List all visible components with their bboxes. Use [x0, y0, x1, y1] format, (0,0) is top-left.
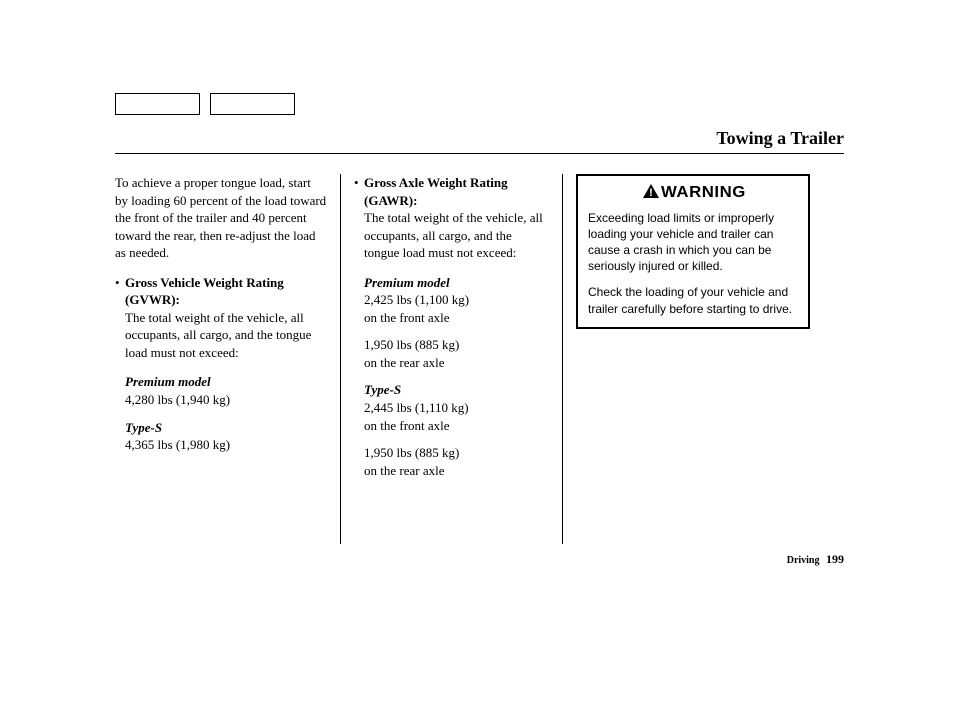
bullet-icon: •	[115, 274, 125, 454]
gvwr-heading: Gross Vehicle Weight Rating (GVWR):	[125, 274, 327, 309]
warning-header: ! WARNING	[588, 182, 798, 204]
tongue-load-intro: To achieve a proper tongue load, start b…	[115, 174, 327, 262]
footer-page-number: 199	[826, 552, 844, 566]
gawr-types-front: 2,445 lbs (1,110 kg)	[364, 399, 549, 417]
gawr-types-rear-axle: on the rear axle	[364, 462, 549, 480]
gawr-heading: Gross Axle Weight Rating (GAWR):	[364, 174, 549, 209]
gvwr-premium-label: Premium model	[125, 373, 327, 391]
gvwr-types-value: 4,365 lbs (1,980 kg)	[125, 436, 327, 454]
page-title: Towing a Trailer	[716, 128, 844, 148]
svg-text:!: !	[649, 187, 653, 198]
gawr-types-label: Type-S	[364, 381, 549, 399]
gvwr-premium-value: 4,280 lbs (1,940 kg)	[125, 391, 327, 409]
warning-box: ! WARNING Exceeding load limits or impro…	[576, 174, 810, 329]
warning-triangle-icon: !	[643, 184, 659, 202]
bullet-icon: •	[354, 174, 364, 479]
page-footer: Driving 199	[787, 552, 844, 567]
gawr-premium-label: Premium model	[364, 274, 549, 292]
gvwr-types-label: Type-S	[125, 419, 327, 437]
header-box-2	[210, 93, 295, 115]
gawr-premium-front: 2,425 lbs (1,100 kg)	[364, 291, 549, 309]
warning-paragraph-1: Exceeding load limits or improperly load…	[588, 210, 798, 275]
footer-section: Driving	[787, 555, 820, 566]
gvwr-description: The total weight of the vehicle, all occ…	[125, 309, 327, 362]
header-box-1	[115, 93, 200, 115]
gawr-types-front-axle: on the front axle	[364, 417, 549, 435]
header-button-group	[115, 93, 295, 115]
warning-heading: WARNING	[661, 182, 746, 204]
gawr-premium-rear: 1,950 lbs (885 kg)	[364, 336, 549, 354]
gvwr-item: • Gross Vehicle Weight Rating (GVWR): Th…	[115, 274, 327, 454]
column-2: • Gross Axle Weight Rating (GAWR): The t…	[341, 174, 563, 544]
gawr-types-rear: 1,950 lbs (885 kg)	[364, 444, 549, 462]
column-3: ! WARNING Exceeding load limits or impro…	[563, 174, 823, 544]
warning-paragraph-2: Check the loading of your vehicle and tr…	[588, 284, 798, 316]
content-columns: To achieve a proper tongue load, start b…	[115, 174, 844, 544]
column-1: To achieve a proper tongue load, start b…	[115, 174, 341, 544]
gawr-item: • Gross Axle Weight Rating (GAWR): The t…	[354, 174, 549, 479]
gawr-premium-rear-axle: on the rear axle	[364, 354, 549, 372]
title-row: Towing a Trailer	[115, 128, 844, 154]
gawr-premium-front-axle: on the front axle	[364, 309, 549, 327]
gawr-description: The total weight of the vehicle, all occ…	[364, 209, 549, 262]
